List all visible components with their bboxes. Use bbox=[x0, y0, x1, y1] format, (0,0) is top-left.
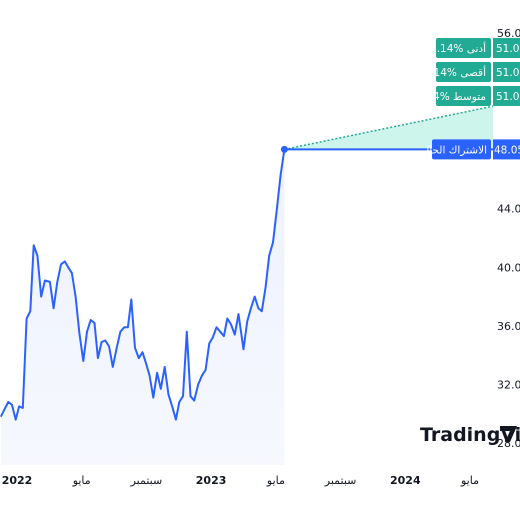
x-tick-label: 2022 bbox=[2, 474, 33, 487]
target-value-box bbox=[493, 38, 520, 58]
target-label-text: +6.14% متوسط bbox=[408, 91, 486, 103]
price-area-fill bbox=[0, 149, 285, 465]
tradingview-logo-icon bbox=[500, 426, 517, 442]
x-tick-label: سبتمبر bbox=[324, 474, 357, 487]
target-label-text: +6.14% أقصى bbox=[415, 65, 486, 79]
last-price-marker bbox=[280, 145, 288, 153]
price-tags: +6.14% أدنى 51.0 +6.14% أقصى 51.0 +6.14% متو… bbox=[408, 38, 520, 160]
target-value-text: 51.0 bbox=[496, 67, 519, 79]
current-label-box bbox=[432, 139, 491, 160]
target-value-box bbox=[493, 62, 520, 82]
x-tick-label: مايو bbox=[460, 474, 479, 487]
price-line-layer bbox=[0, 145, 288, 421]
target-value-box bbox=[493, 86, 520, 106]
y-tick-label: 44.00 bbox=[497, 203, 520, 216]
watermark: TradingView bbox=[420, 424, 520, 446]
y-tick-label: 32.00 bbox=[497, 378, 520, 391]
current-value-box bbox=[493, 139, 520, 160]
y-tick-label: 36.00 bbox=[497, 320, 520, 333]
x-tick-label: 2023 bbox=[196, 474, 227, 487]
target-label-box bbox=[436, 38, 491, 58]
target-label-box bbox=[436, 86, 491, 106]
price-line bbox=[0, 149, 286, 421]
area-fill-layer bbox=[0, 149, 285, 465]
y-tick-label: 40.00 bbox=[497, 261, 520, 274]
target-value-text: 51.0 bbox=[496, 91, 519, 103]
y-tick-label: 28.00 bbox=[497, 437, 520, 450]
x-tick-label: سبتمبر bbox=[130, 474, 163, 487]
target-label-box bbox=[436, 62, 491, 82]
x-axis: 2022 مايو سبتمبر 2023 مايو سبتمبر 2024 مايو bbox=[2, 474, 479, 487]
x-tick-label: مايو bbox=[266, 474, 285, 487]
forecast-dotted-line bbox=[284, 105, 494, 151]
y-tick-label: 56.0 bbox=[497, 27, 520, 40]
target-value-text: 51.0 bbox=[496, 43, 519, 55]
y-axis: 56.0 28.00 32.00 36.00 40.00 44.00 bbox=[497, 27, 520, 450]
x-tick-label: مايو bbox=[72, 474, 91, 487]
current-value-text: 48.05 bbox=[494, 144, 520, 156]
forecast-range-fill bbox=[284, 106, 493, 150]
target-label-text: +6.14% أدنى bbox=[421, 41, 486, 55]
current-label-text: الاشتراك الحالي bbox=[417, 144, 487, 156]
x-tick-label: 2024 bbox=[390, 474, 421, 487]
tradingview-watermark-text: TradingView bbox=[420, 424, 520, 446]
